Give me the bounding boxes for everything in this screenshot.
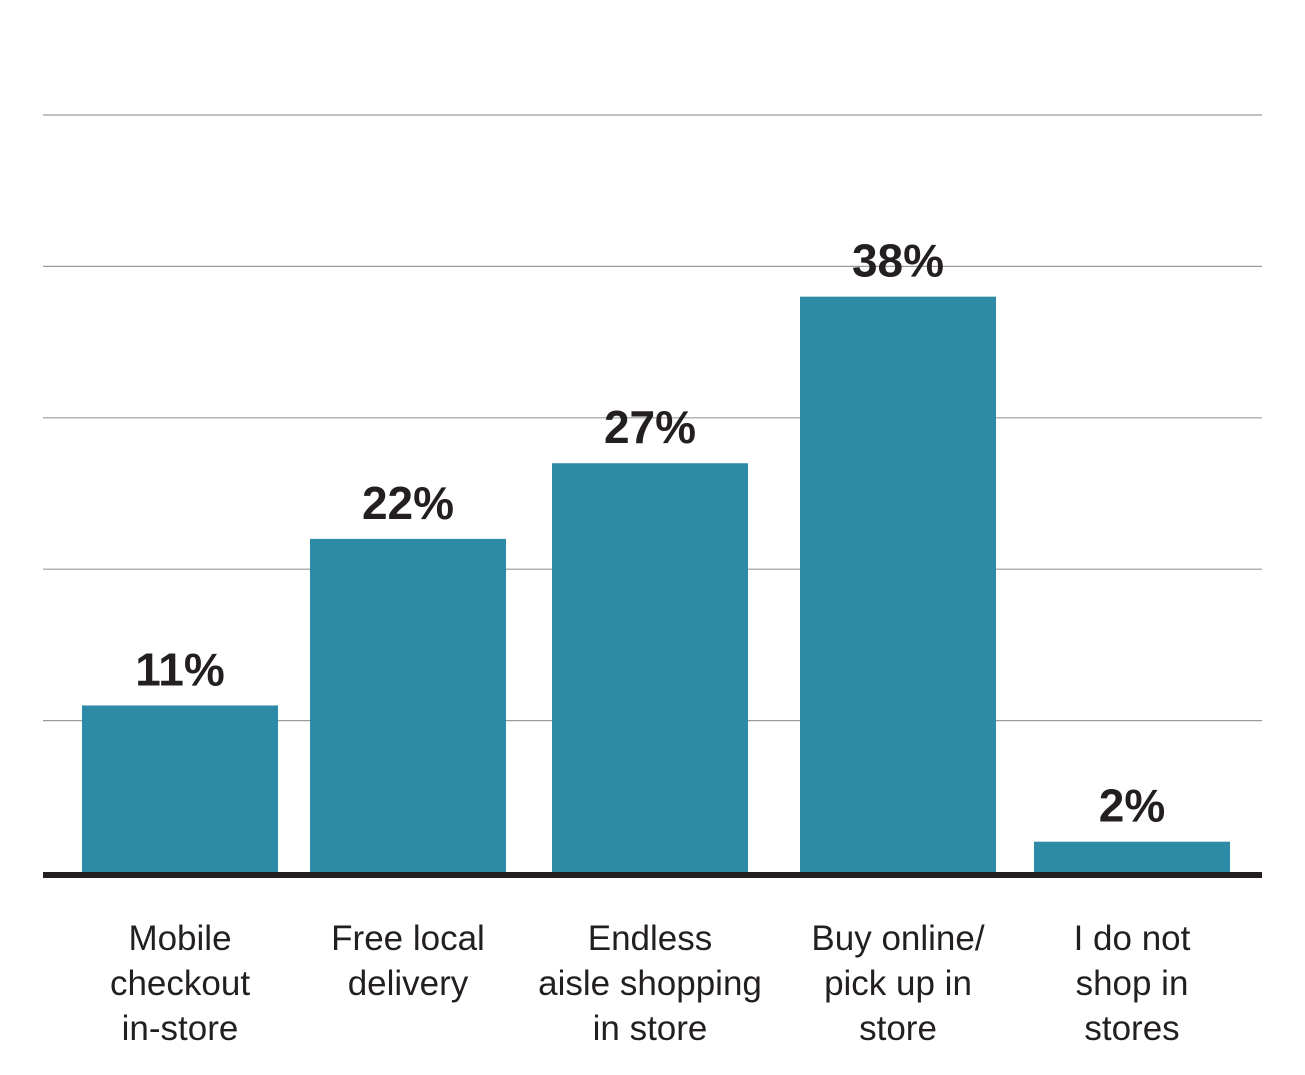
category-label-line: Buy online/ [811,919,984,958]
value-label-5: 2% [1099,780,1165,832]
bar-5 [1034,841,1230,872]
category-label-line: store [859,1009,937,1048]
bar-4 [800,296,996,872]
value-label-3: 27% [604,401,696,453]
category-label-line: in-store [122,1009,239,1048]
category-label-line: Mobile [128,919,231,958]
category-label-5: I do not shop in stores [1074,919,1191,1048]
bar-2 [310,538,506,872]
category-label-line: pick up in [824,964,972,1003]
gridlines [43,114,1262,722]
category-label-4: Buy online/pick up in store [811,919,984,1048]
category-label-line: Endless [588,919,713,958]
category-labels: Mobile checkout in-store Free local delivery… [110,919,1191,1048]
bar-3 [552,463,748,872]
category-label-line: in store [593,1009,708,1048]
category-label-3: Endless aisle shopping in store [538,919,762,1048]
bar-1 [82,705,278,872]
category-label-line: stores [1084,1009,1179,1048]
category-label-line: Free local [331,919,485,958]
category-label-1: Mobile checkout in-store [110,919,250,1048]
value-label-4: 38% [852,235,944,287]
value-label-2: 22% [362,477,454,529]
category-label-line: delivery [348,964,469,1003]
value-labels: 11% 22% 27% 38% 2% [135,235,1165,832]
bars [82,296,1230,872]
category-label-line: checkout [110,964,250,1003]
value-label-1: 11% [135,643,225,695]
category-label-line: I do not [1074,919,1191,958]
category-label-line: aisle shopping [538,964,762,1003]
category-label-2: Free local delivery [331,919,485,1003]
category-label-line: shop in [1076,964,1189,1003]
